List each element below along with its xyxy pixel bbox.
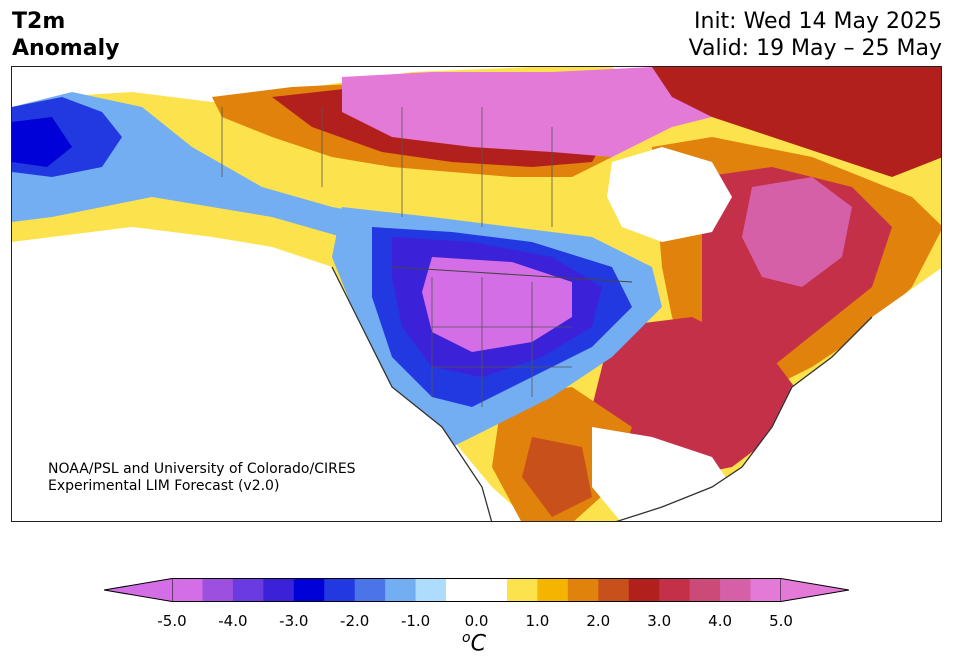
colorbar-segment <box>506 578 538 602</box>
colorbar-segment <box>476 578 508 602</box>
colorbar-segment <box>385 578 417 602</box>
colorbar-tick-label: -5.0 <box>157 612 187 630</box>
forecast-dates: Init: Wed 14 May 2025 Valid: 19 May – 25… <box>689 8 942 62</box>
warm-quebec-core <box>742 177 852 287</box>
coastline-west <box>331 266 493 521</box>
colorbar-tick-label: -3.0 <box>279 612 309 630</box>
warm-arctic-magenta <box>342 67 732 157</box>
colorbar-tick-label: 3.0 <box>647 612 672 630</box>
colorbar-segment <box>172 578 203 602</box>
colorbar-segment <box>537 578 569 602</box>
colorbar-tick-label: -2.0 <box>340 612 370 630</box>
colorbar-tick-label: -1.0 <box>400 612 431 630</box>
temperature-anomaly-map <box>11 66 942 522</box>
colorbar-segment <box>232 578 264 602</box>
colorbar-segment <box>750 578 782 602</box>
province-borders <box>221 107 553 227</box>
colorbar-tick-label: 4.0 <box>708 612 733 630</box>
warm-texas-core <box>522 437 592 517</box>
atlantic-ocean <box>618 268 941 521</box>
title-line-1: T2m <box>12 9 66 34</box>
unit-degree-prefix: o <box>462 630 471 646</box>
gulf-of-mexico <box>592 427 732 521</box>
colorbar-segment <box>628 578 660 602</box>
map-canvas <box>12 67 941 521</box>
colorbar-tick-label: 0.0 <box>464 612 489 630</box>
init-date: Init: Wed 14 May 2025 <box>694 9 942 34</box>
colorbar <box>104 578 849 602</box>
us-canada-border <box>391 266 633 283</box>
colorbar-segment <box>293 578 325 602</box>
state-borders <box>431 277 572 407</box>
colorbar-tick-label: 5.0 <box>769 612 793 630</box>
colorbar-segment <box>720 578 752 602</box>
colorbar-segments <box>172 578 782 602</box>
colorbar-segment <box>263 578 295 602</box>
colorbar-tick-label: 1.0 <box>525 612 550 630</box>
credit-line-1: NOAA/PSL and University of Colorado/CIRE… <box>48 461 356 477</box>
valid-date: Valid: 19 May – 25 May <box>688 36 942 61</box>
colorbar-tick-label: 2.0 <box>586 612 611 630</box>
unit-label: C <box>470 631 486 657</box>
colorbar-segment <box>598 578 630 602</box>
coastline-east <box>616 316 873 521</box>
map-title: T2m Anomaly <box>12 8 119 62</box>
credit-line-2: Experimental LIM Forecast (v2.0) <box>48 478 280 494</box>
hudson-bay <box>607 147 732 242</box>
colorbar-right-arrow <box>780 578 849 602</box>
cold-northwest <box>12 92 442 242</box>
title-line-2: Anomaly <box>12 36 120 61</box>
colorbar-left-arrow <box>104 578 173 602</box>
colorbar-segment <box>446 578 477 602</box>
colorbar-segment <box>659 578 691 602</box>
colorbar-segment <box>324 578 356 602</box>
warm-northeast <box>652 67 941 177</box>
colorbar-segment <box>354 578 386 602</box>
cold-west-core <box>422 257 572 352</box>
credit-text: NOAA/PSL and University of Colorado/CIRE… <box>48 461 356 495</box>
colorbar-tick-label: -4.0 <box>218 612 248 630</box>
colorbar-segment <box>202 578 234 602</box>
pacific-ocean <box>12 227 492 521</box>
colorbar-segment <box>689 578 721 602</box>
colorbar-segment <box>567 578 599 602</box>
cold-alaska-deep <box>12 117 72 167</box>
colorbar-segment <box>415 578 447 602</box>
colorbar-unit: oC <box>462 630 486 656</box>
